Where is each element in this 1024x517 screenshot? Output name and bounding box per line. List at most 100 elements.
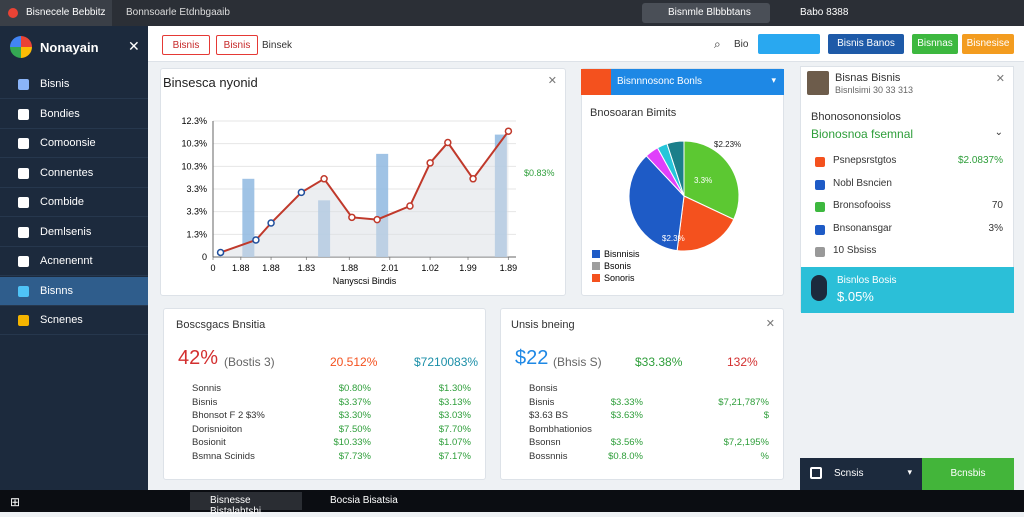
button[interactable]: Bisnesise <box>962 34 1014 54</box>
start[interactable]: ⊞ <box>10 495 21 509</box>
pie-card: Bisnnnosonc Bonls ▾ Bnosoaran Bimits $2.… <box>581 68 784 296</box>
tab[interactable]: Babo 8388 <box>800 7 848 18</box>
user-sub: Bisnlsimi 30 33 313 <box>835 85 914 95</box>
nav-label: Scnenes <box>40 314 83 326</box>
nav-item[interactable]: Demlsenis <box>0 218 148 247</box>
button[interactable]: Bisnis Banos <box>828 34 904 54</box>
task-app[interactable]: Bocsia Bisatsia <box>310 492 410 510</box>
pie-slice <box>676 195 735 252</box>
pie-label: $2.3% <box>662 234 685 243</box>
x-tick-label: 1.83 <box>298 263 316 273</box>
close[interactable]: ✕ <box>547 75 557 87</box>
nav-item[interactable]: Connentes <box>0 159 148 188</box>
pie-header[interactable]: Bisnnnosonc Bonls ▾ <box>581 69 784 95</box>
legend-label: Sonoris <box>604 273 635 283</box>
x-axis-label: Nanyscsi Bindis <box>333 276 397 286</box>
nav-item[interactable]: Scnenes <box>0 306 148 335</box>
close[interactable]: ✕ <box>128 38 140 54</box>
cell: $10.33% <box>333 437 371 448</box>
point <box>406 202 414 210</box>
cell: % <box>760 450 769 462</box>
cell: $0.80% <box>338 383 371 394</box>
logo-icon <box>10 36 32 58</box>
cell: $ <box>763 410 769 421</box>
cell: Sonnis <box>192 383 222 394</box>
tab[interactable]: Bisnecele Bebbitz <box>0 0 112 26</box>
cell: $1.07% <box>438 437 471 448</box>
area <box>220 131 509 257</box>
item-icon <box>815 179 825 190</box>
nav-icon <box>18 256 29 267</box>
point <box>320 175 328 183</box>
nav-item[interactable]: Bondies <box>0 100 148 129</box>
cell: $7.73% <box>338 450 371 462</box>
search-input[interactable] <box>758 34 820 54</box>
nav-item[interactable]: Bisnis <box>0 70 148 99</box>
y-tick-label: 0 <box>202 252 207 262</box>
headline: (Bostis 3) <box>224 355 275 369</box>
nav-label: Acnenennt <box>40 255 93 267</box>
right-panel: Bisnas Bisnis Bisnlsimi 30 33 313 ✕ Bhon… <box>800 66 1014 313</box>
nav-label: Bisnns <box>40 284 74 297</box>
headline: $33.38% <box>635 355 683 369</box>
button[interactable]: Bisnis <box>216 35 258 55</box>
close[interactable]: ✕ <box>995 73 1005 85</box>
nav-item[interactable]: Bisnns <box>0 276 148 306</box>
cell: Bonsis <box>529 383 558 394</box>
browser-bar: Bisnecele Bebbitz Bonnsoarle Etdnbgaaib … <box>0 0 1024 26</box>
footer-select[interactable]: Scnsis ▾ <box>800 458 922 490</box>
annotation: $0.83% <box>524 168 555 178</box>
x-tick-label: 2.01 <box>381 263 399 273</box>
trend-card: Binsesca nyonid ✕ 0 1.3% 3.3% 3.3% 10.3% 10.3… <box>160 68 566 296</box>
select[interactable]: Bionosnoa fsemnal <box>811 127 914 141</box>
item-value: $2.0837% <box>957 155 1003 166</box>
point <box>267 219 275 227</box>
user-name: Bisnas Bisnis <box>835 72 901 84</box>
cell: $7.70% <box>438 423 471 435</box>
label: Binsek <box>262 40 293 51</box>
close[interactable]: ✕ <box>765 318 775 330</box>
tab[interactable]: Bonnsoarle Etdnbgaaib <box>126 7 230 18</box>
highlight-label: Bisnlos Bosis <box>837 275 897 286</box>
nav-item[interactable]: Comoonsie <box>0 129 148 158</box>
item-icon <box>815 247 825 257</box>
nav-icon <box>18 226 29 238</box>
nav-item[interactable]: Combide <box>0 188 148 217</box>
tab[interactable]: Bisnmle Blbbbtans <box>642 3 770 23</box>
headline: 42% <box>178 347 219 369</box>
tab-title: Bisnmle Blbbbtans <box>668 7 751 18</box>
card-title: Unsis bneing <box>511 319 575 331</box>
x-tick-label: 1.88 <box>262 263 280 273</box>
task-app[interactable]: Bisnesse Bistalahtshi <box>190 492 302 517</box>
cell: $3.13% <box>438 396 471 408</box>
card-title: Boscsgacs Bnsitia <box>176 319 266 331</box>
point <box>504 127 513 135</box>
point <box>216 248 225 257</box>
footer-label: Scnsis <box>834 468 864 479</box>
cell: $7,2,195% <box>723 437 769 448</box>
logo: Nonayain <box>40 40 99 55</box>
pie-label: 3.3% <box>694 176 712 185</box>
cell: $0.8.0% <box>608 450 643 462</box>
footer-button[interactable]: Bcnsbis <box>922 458 1014 490</box>
headline: (Bhsis S) <box>553 355 602 369</box>
nav-icon <box>18 197 29 208</box>
point <box>444 138 452 147</box>
button[interactable]: Bisnis <box>162 35 210 55</box>
item-icon <box>815 224 825 235</box>
button[interactable]: Bisnnas <box>912 34 958 54</box>
search-label: Bio <box>734 39 749 50</box>
nav-icon <box>18 138 29 149</box>
headline: 20.512% <box>330 355 378 369</box>
task-label: Bocsia Bisatsia <box>330 495 398 506</box>
sidebar: Nonayain ✕ Bisnis Bondies Comoonsie Connent… <box>0 26 148 490</box>
item-label: 10 Sbsiss <box>833 245 877 256</box>
search-icon[interactable]: ⌕ <box>714 37 721 51</box>
nav-item[interactable]: Acnenennt <box>0 247 148 276</box>
cell: $3.56% <box>610 437 643 448</box>
stats-card: Boscsgacs Bnsitia 42% (Bostis 3) 20.512% $7… <box>163 308 486 480</box>
units-card: Unsis bneing ✕ $22 (Bhsis S) $33.38% 132% Bo… <box>500 308 784 480</box>
cell: Bsmna Scinids <box>192 450 255 462</box>
cell: $3.03% <box>438 410 471 421</box>
cell: $1.30% <box>438 383 471 394</box>
